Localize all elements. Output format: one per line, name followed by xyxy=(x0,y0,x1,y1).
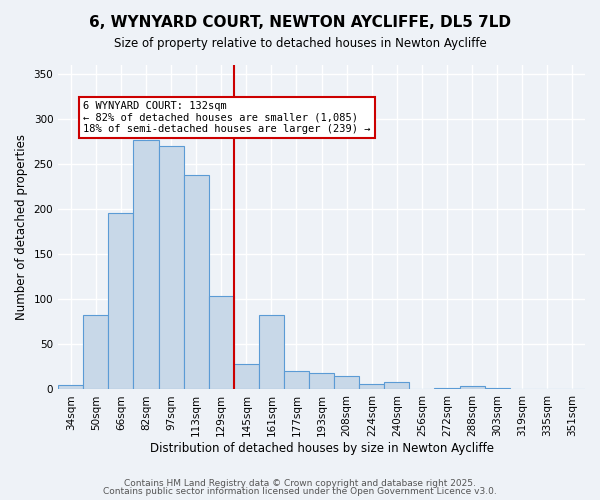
Bar xyxy=(359,384,385,390)
Y-axis label: Number of detached properties: Number of detached properties xyxy=(15,134,28,320)
Bar xyxy=(460,386,485,390)
Bar xyxy=(485,388,510,390)
Text: Contains public sector information licensed under the Open Government Licence v3: Contains public sector information licen… xyxy=(103,487,497,496)
Bar xyxy=(510,388,535,390)
Bar xyxy=(309,373,334,390)
Bar xyxy=(409,388,434,390)
Bar xyxy=(535,388,560,390)
Text: 6, WYNYARD COURT, NEWTON AYCLIFFE, DL5 7LD: 6, WYNYARD COURT, NEWTON AYCLIFFE, DL5 7… xyxy=(89,15,511,30)
Bar xyxy=(158,146,184,390)
Bar xyxy=(284,372,309,390)
Bar xyxy=(434,388,460,390)
Bar xyxy=(259,314,284,390)
Text: 6 WYNYARD COURT: 132sqm
← 82% of detached houses are smaller (1,085)
18% of semi: 6 WYNYARD COURT: 132sqm ← 82% of detache… xyxy=(83,101,371,134)
Bar xyxy=(385,382,409,390)
Bar xyxy=(58,385,83,390)
Bar xyxy=(234,364,259,390)
Bar xyxy=(184,175,209,390)
Bar xyxy=(133,140,158,390)
Bar xyxy=(109,213,133,390)
X-axis label: Distribution of detached houses by size in Newton Aycliffe: Distribution of detached houses by size … xyxy=(149,442,494,455)
Text: Size of property relative to detached houses in Newton Aycliffe: Size of property relative to detached ho… xyxy=(113,38,487,51)
Bar xyxy=(83,314,109,390)
Bar xyxy=(209,296,234,390)
Bar xyxy=(560,388,585,390)
Bar xyxy=(334,376,359,390)
Text: Contains HM Land Registry data © Crown copyright and database right 2025.: Contains HM Land Registry data © Crown c… xyxy=(124,478,476,488)
